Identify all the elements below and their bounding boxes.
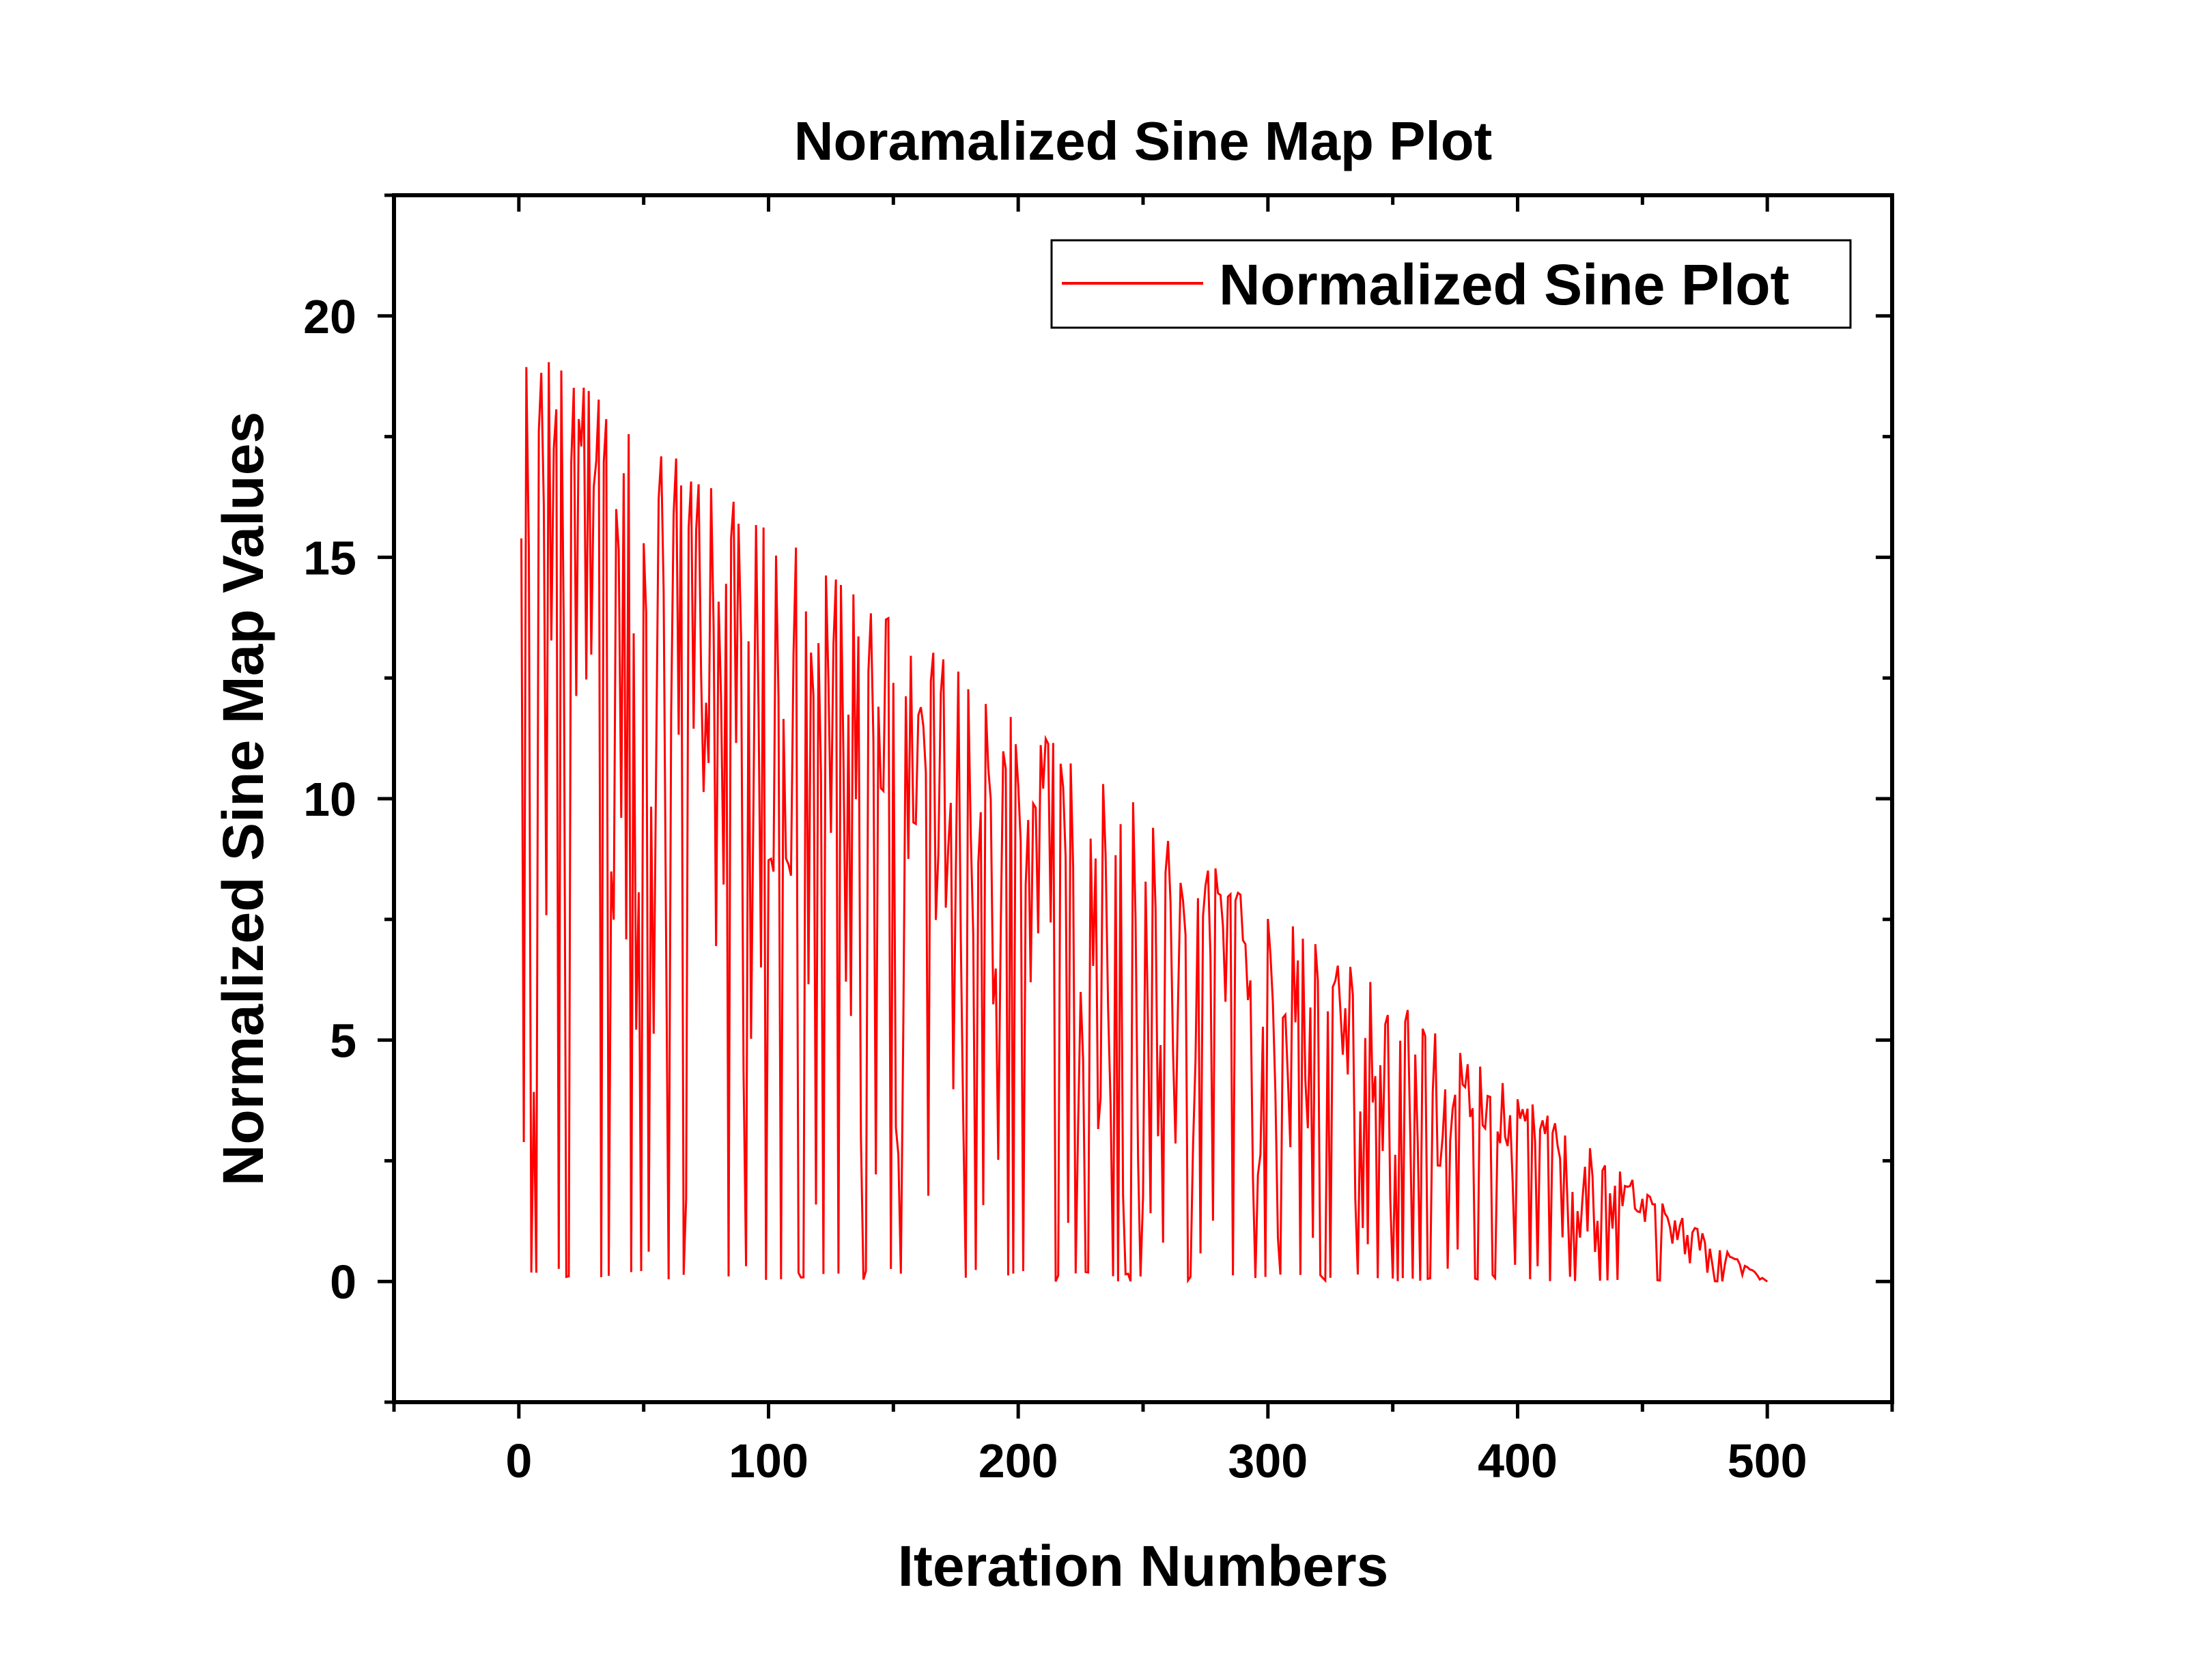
chart-title: Noramalized Sine Map Plot (794, 111, 1492, 171)
legend: Normalized Sine Plot (1050, 239, 1852, 329)
x-tick-label: 100 (729, 1434, 808, 1487)
x-tick-label: 300 (1228, 1434, 1308, 1487)
y-tick-label: 0 (330, 1255, 356, 1309)
y-tick-label: 10 (303, 773, 356, 826)
y-tick-label: 15 (303, 531, 356, 584)
x-tick-label: 0 (505, 1434, 532, 1487)
series-line-normalized-sine (520, 362, 1769, 1284)
x-tick-label: 500 (1728, 1434, 1807, 1487)
x-tick-label: 400 (1478, 1434, 1558, 1487)
plot-area: 0 100 200 300 400 500 0 5 10 15 20 (303, 193, 1894, 1487)
ticks (378, 193, 1894, 1419)
x-axis-label: Iteration Numbers (898, 1534, 1389, 1598)
y-tick-label: 20 (303, 290, 356, 343)
y-tick-label: 5 (330, 1014, 356, 1068)
y-axis-label: Normalized Sine Map Values (211, 412, 275, 1186)
legend-label: Normalized Sine Plot (1219, 253, 1790, 317)
x-tick-label: 200 (979, 1434, 1058, 1487)
tick-labels: 0 100 200 300 400 500 0 5 10 15 20 (303, 290, 1807, 1487)
